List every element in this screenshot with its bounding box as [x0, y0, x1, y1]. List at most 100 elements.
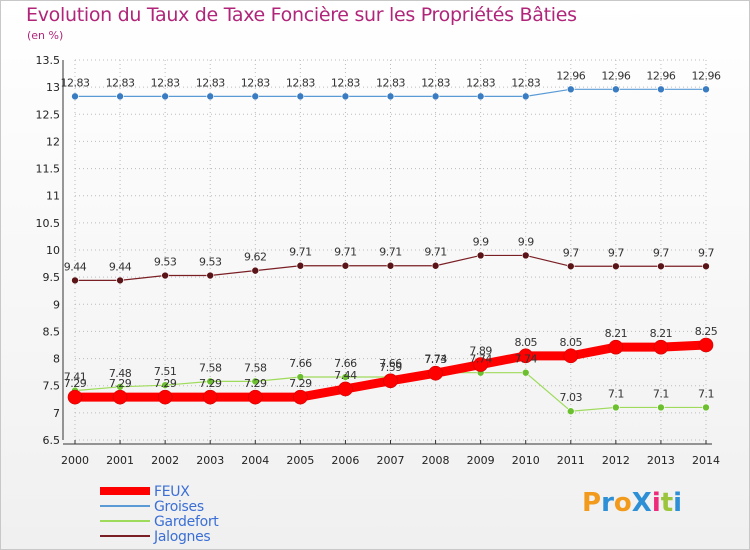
data-point-jalognes	[161, 271, 169, 280]
data-point-gardefort	[566, 407, 575, 416]
data-label-groises: 12.83	[331, 76, 360, 89]
data-label-gardefort: 7.51	[154, 365, 177, 378]
logo-letter: o	[613, 488, 632, 518]
data-point-jalognes	[71, 276, 79, 285]
data-label-feux: 7.59	[379, 361, 402, 374]
data-point-feux	[428, 365, 443, 381]
y-tick-label: 9.5	[43, 271, 61, 284]
data-point-groises	[476, 92, 485, 101]
x-tick-label: 2004	[241, 454, 269, 467]
x-tick-label: 2000	[61, 454, 89, 467]
legend-swatch-jalognes	[100, 535, 150, 537]
unit-label: (en %)	[27, 29, 64, 42]
data-point-gardefort	[612, 403, 620, 412]
data-label-groises: 12.83	[286, 76, 315, 89]
data-label-feux: 8.21	[650, 327, 673, 340]
data-point-feux	[157, 389, 173, 405]
data-label-groises: 12.96	[601, 69, 630, 82]
data-point-feux	[563, 348, 579, 364]
logo-letter: X	[631, 488, 652, 518]
data-point-groises	[566, 85, 575, 94]
data-label-gardefort: 7.58	[244, 361, 267, 374]
y-tick-label: 8	[53, 353, 60, 366]
x-tick-label: 2007	[377, 454, 405, 467]
y-tick-label: 7	[53, 407, 60, 420]
x-tick-label: 2009	[467, 454, 495, 467]
y-tick-label: 11	[46, 190, 60, 203]
data-point-groises	[251, 92, 260, 101]
data-point-groises	[71, 92, 79, 101]
data-label-gardefort: 7.74	[424, 353, 447, 366]
data-label-groises: 12.83	[196, 76, 225, 89]
data-label-gardefort: 7.58	[199, 361, 222, 374]
data-label-feux: 8.25	[695, 325, 718, 338]
y-tick-label: 13.5	[36, 54, 61, 67]
x-tick-label: 2011	[557, 454, 585, 467]
data-label-gardefort: 7.03	[560, 391, 583, 404]
data-point-gardefort	[161, 381, 169, 389]
data-label-groises: 12.83	[106, 76, 135, 89]
data-label-gardefort: 7.66	[289, 357, 312, 370]
legend-label-jalognes: Jalognes	[154, 529, 211, 545]
data-label-feux: 8.21	[605, 327, 628, 340]
x-tick-label: 2006	[331, 454, 359, 467]
y-tick-label: 12	[46, 135, 60, 148]
data-label-feux: 8.05	[560, 336, 583, 349]
data-label-gardefort: 7.74	[469, 353, 492, 366]
data-label-feux: 8.05	[514, 336, 537, 349]
data-label-jalognes: 9.71	[289, 246, 312, 259]
data-point-gardefort	[251, 377, 260, 386]
data-point-feux	[518, 348, 534, 364]
x-tick-label: 2002	[151, 454, 179, 467]
data-point-feux	[338, 381, 353, 397]
data-label-gardefort: 7.48	[109, 367, 132, 380]
data-label-jalognes: 9.53	[154, 256, 177, 269]
data-point-gardefort	[206, 377, 215, 386]
data-label-gardefort: 7.74	[514, 353, 537, 366]
data-point-groises	[161, 92, 169, 101]
logo-letter: P	[582, 488, 602, 518]
data-label-jalognes: 9.71	[424, 246, 447, 259]
x-tick-label: 2013	[647, 454, 675, 467]
data-point-feux	[247, 389, 263, 405]
data-label-groises: 12.83	[376, 76, 405, 89]
data-point-groises	[296, 92, 305, 101]
data-label-feux: 7.29	[289, 377, 312, 390]
data-point-feux	[293, 389, 308, 405]
data-label-gardefort: 7.66	[334, 357, 357, 370]
legend-swatch-groises	[100, 505, 150, 507]
data-label-feux: 7.29	[244, 377, 267, 390]
y-tick-label: 11.5	[36, 163, 61, 176]
data-point-gardefort	[521, 368, 530, 377]
data-label-groises: 12.96	[646, 69, 675, 82]
logo-letter: t	[660, 488, 674, 518]
data-point-jalognes	[296, 261, 305, 270]
data-label-feux: 7.29	[109, 377, 132, 390]
data-label-groises: 12.83	[511, 76, 540, 89]
data-point-feux	[67, 389, 83, 405]
data-point-jalognes	[431, 261, 440, 270]
legend-label-groises: Groises	[154, 499, 204, 515]
data-label-groises: 12.83	[466, 76, 495, 89]
y-tick-label: 12.5	[36, 108, 61, 121]
x-tick-label: 2005	[286, 454, 314, 467]
legend-swatch-gardefort	[100, 520, 150, 522]
logo-letter: i	[673, 488, 683, 518]
data-point-groises	[341, 92, 350, 101]
chart-title: Evolution du Taux de Taxe Foncière sur l…	[26, 4, 577, 26]
legend-label-gardefort: Gardefort	[154, 514, 219, 530]
data-point-feux	[202, 389, 218, 405]
x-tick-label: 2012	[602, 454, 630, 467]
data-label-jalognes: 9.71	[379, 246, 402, 259]
data-label-feux: 7.44	[334, 369, 357, 382]
data-point-groises	[612, 85, 620, 94]
legend-item-feux: FEUX	[100, 484, 360, 500]
data-label-groises: 12.96	[692, 69, 721, 82]
legend-item-jalognes: Jalognes	[100, 529, 360, 545]
proxiti-logo: ProXiti	[582, 488, 682, 518]
data-label-jalognes: 9.7	[608, 246, 624, 259]
data-point-feux	[608, 339, 624, 355]
y-tick-label: 7.5	[43, 380, 61, 393]
data-label-feux: 7.29	[199, 377, 222, 390]
data-label-jalognes: 9.71	[334, 246, 357, 259]
